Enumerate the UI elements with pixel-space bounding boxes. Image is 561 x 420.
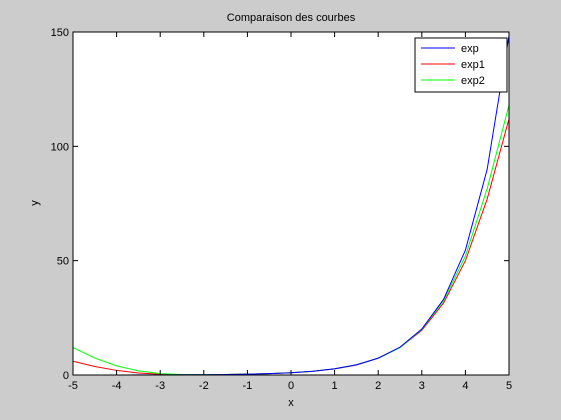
x-axis-label: x: [288, 397, 294, 409]
x-tick-label: -5: [68, 380, 78, 392]
y-axis-label: y: [29, 200, 41, 206]
y-tick-label: 100: [51, 141, 69, 153]
x-tick-label: 5: [506, 380, 512, 392]
legend-label-exp2: exp2: [461, 75, 485, 87]
legend-label-exp: exp: [461, 43, 479, 55]
x-tick-label: 1: [332, 380, 338, 392]
x-tick-label: -2: [199, 380, 209, 392]
x-tick-label: 4: [462, 380, 468, 392]
y-tick-label: 50: [57, 256, 69, 268]
y-tick-label: 0: [63, 370, 69, 382]
x-tick-label: 3: [419, 380, 425, 392]
plot-frame: [72, 31, 510, 376]
x-tick-label: -3: [155, 380, 165, 392]
legend: exp exp1 exp2: [414, 37, 508, 93]
legend-label-exp1: exp1: [461, 59, 485, 71]
x-tick-label: 2: [375, 380, 381, 392]
x-tick-label: 0: [288, 380, 294, 392]
y-tick-label: 150: [51, 27, 69, 39]
x-tick-label: -1: [243, 380, 253, 392]
chart-title: Comparaison des courbes: [227, 12, 356, 24]
x-tick-label: -4: [112, 380, 122, 392]
legend-box: [414, 37, 508, 93]
